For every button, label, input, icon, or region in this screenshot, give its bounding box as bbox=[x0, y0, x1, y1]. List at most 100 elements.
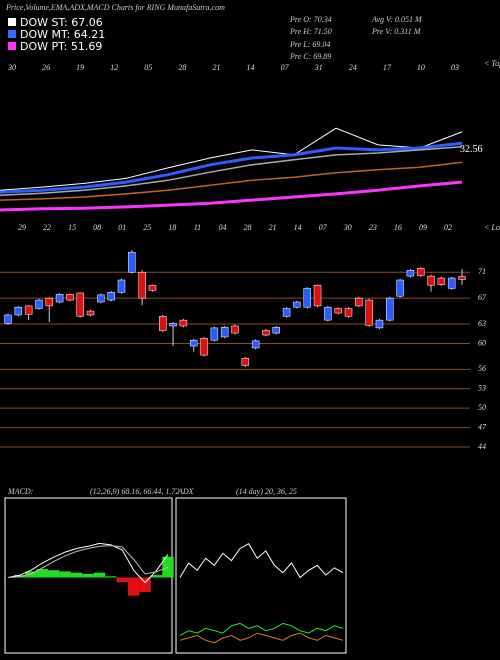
candle-body bbox=[334, 308, 342, 314]
candle-body bbox=[66, 294, 74, 301]
x-tick-label: 16 bbox=[394, 223, 402, 232]
histogram-bar bbox=[139, 577, 151, 592]
candle-body bbox=[210, 327, 219, 341]
x-tick-label: 09 bbox=[419, 223, 427, 232]
panel-title: MACD: bbox=[7, 487, 34, 496]
x-tick-label: 19 bbox=[76, 63, 84, 72]
candle-body bbox=[303, 288, 311, 308]
x-tick-label: 10 bbox=[417, 63, 425, 72]
x-tick-label: 01 bbox=[118, 223, 126, 232]
histogram-bar bbox=[128, 577, 140, 596]
x-tick-label: 24 bbox=[349, 63, 357, 72]
x-tick-label: 07 bbox=[281, 63, 290, 72]
histogram-bar bbox=[82, 573, 94, 578]
candle-body bbox=[97, 294, 105, 303]
series-line bbox=[0, 141, 463, 194]
legend-label: DOW PT: 51.69 bbox=[20, 40, 102, 53]
candle-body bbox=[148, 284, 157, 291]
y-tick-label: 56 bbox=[478, 364, 486, 373]
candle-body bbox=[107, 292, 115, 301]
x-tick-label: 04 bbox=[218, 223, 226, 232]
series-line bbox=[0, 161, 463, 201]
y-tick-label: 67 bbox=[478, 293, 487, 302]
series-line bbox=[179, 632, 344, 644]
x-tick-label: 17 bbox=[383, 63, 392, 72]
candle-body bbox=[324, 306, 332, 321]
candle-body bbox=[24, 305, 33, 315]
series-line bbox=[7, 542, 169, 584]
candle-body bbox=[282, 308, 291, 317]
candle-body bbox=[231, 325, 239, 334]
candle-body bbox=[251, 340, 260, 349]
histogram-bar bbox=[48, 570, 60, 578]
candle-body bbox=[262, 330, 270, 336]
candle-body bbox=[344, 308, 353, 317]
histogram-bar bbox=[59, 571, 71, 578]
candle-body bbox=[179, 319, 188, 327]
candle-body bbox=[293, 301, 301, 308]
x-tick-label: 07 bbox=[319, 223, 328, 232]
candle-body bbox=[406, 270, 415, 277]
candle-body bbox=[4, 314, 12, 324]
legend-swatch bbox=[8, 18, 16, 26]
y-tick-label: 47 bbox=[478, 422, 487, 431]
candle-body bbox=[355, 297, 363, 307]
candle-body bbox=[375, 319, 384, 329]
legend-swatch bbox=[8, 42, 16, 50]
candle-body bbox=[458, 276, 466, 280]
series-line bbox=[0, 127, 463, 191]
candle-body bbox=[447, 277, 456, 289]
y-tick-label: 44 bbox=[478, 442, 486, 451]
y-tick-label: 60 bbox=[478, 338, 486, 347]
y-tick-label: 63 bbox=[478, 319, 486, 328]
candle-body bbox=[76, 292, 84, 317]
y-tick-label: 71 bbox=[478, 267, 486, 276]
candle-body bbox=[86, 310, 95, 316]
x-tick-label: 08 bbox=[93, 223, 101, 232]
series-line bbox=[179, 622, 344, 636]
histogram-bar bbox=[150, 575, 163, 578]
candle-body bbox=[416, 268, 425, 276]
x-tick-label: 11 bbox=[194, 223, 201, 232]
candle-body bbox=[35, 299, 43, 309]
panel-subtitle: (12,26,9) 68.16, 66.44, 1.72 bbox=[90, 487, 179, 496]
panel-frame bbox=[175, 497, 347, 654]
candle-body bbox=[200, 338, 208, 356]
candle-body bbox=[396, 279, 404, 297]
candle-body bbox=[14, 306, 23, 316]
info-label: Pre L: 69.04 bbox=[289, 40, 330, 49]
panel-title: ADX bbox=[177, 487, 195, 496]
x-tick-label: 25 bbox=[143, 223, 151, 232]
info-label: Pre V: 0.311 M bbox=[371, 27, 422, 36]
x-tick-label: 05 bbox=[144, 63, 152, 72]
candle-body bbox=[117, 279, 126, 293]
candle-body bbox=[169, 323, 177, 327]
x-tick-label: 26 bbox=[42, 63, 50, 72]
x-tick-label: 15 bbox=[68, 223, 76, 232]
candle-body bbox=[386, 297, 394, 321]
candle-body bbox=[159, 316, 167, 331]
x-tick-label: 30 bbox=[7, 63, 16, 72]
histogram-bar bbox=[93, 572, 106, 578]
x-tick-label: 28 bbox=[244, 223, 252, 232]
candle-body bbox=[45, 297, 54, 307]
candle-body bbox=[138, 271, 146, 299]
candle-body bbox=[313, 284, 322, 307]
histogram-bar bbox=[25, 571, 37, 578]
panel-subtitle: (14 day) 20, 36, 25 bbox=[236, 487, 297, 496]
candle-body bbox=[241, 358, 250, 366]
legend-swatch bbox=[8, 30, 16, 38]
series-line bbox=[0, 180, 463, 212]
x-tick-label: 30 bbox=[343, 223, 352, 232]
histogram-bar bbox=[36, 569, 48, 578]
page-title: Price,Volume,EMA,ADX,MACD Charts for RIN… bbox=[5, 3, 225, 12]
candle-body bbox=[220, 327, 229, 338]
series-line bbox=[179, 543, 344, 579]
x-tick-label: 29 bbox=[18, 223, 26, 232]
x-tick-label: 28 bbox=[178, 63, 186, 72]
x-tick-label: 31 bbox=[314, 63, 323, 72]
x-tick-label: 23 bbox=[369, 223, 377, 232]
candle-body bbox=[427, 275, 435, 286]
candle-body bbox=[128, 251, 136, 273]
